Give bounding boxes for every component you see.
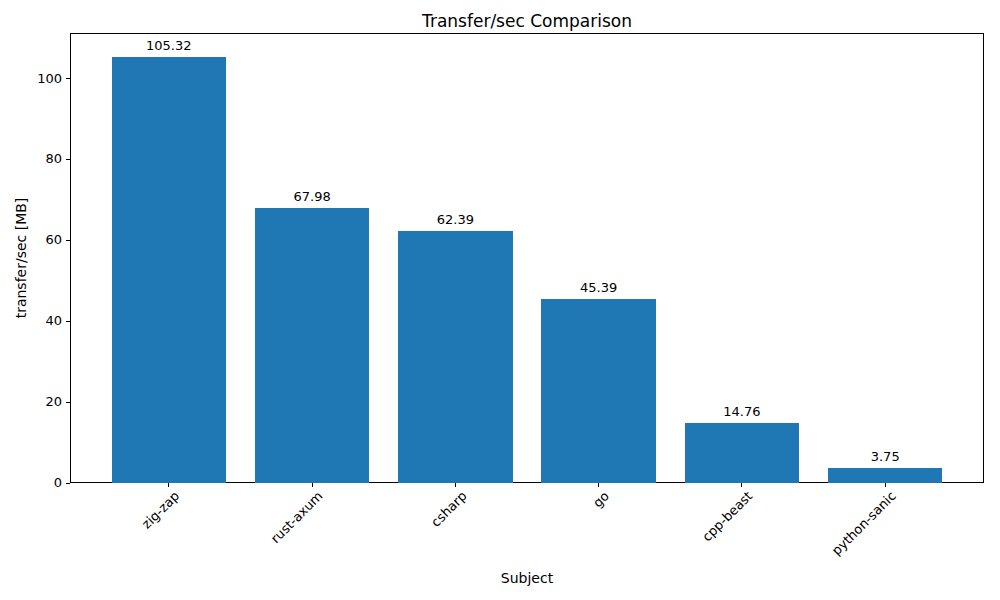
bar bbox=[541, 299, 656, 483]
bar-value-label: 45.39 bbox=[539, 280, 659, 296]
bar bbox=[398, 231, 513, 483]
y-tick-mark bbox=[66, 159, 70, 160]
y-tick-label: 40 bbox=[24, 313, 62, 329]
y-tick-label: 20 bbox=[24, 394, 62, 410]
bar-value-label: 67.98 bbox=[252, 189, 372, 205]
x-tick-mark bbox=[168, 483, 169, 487]
y-tick-mark bbox=[66, 78, 70, 79]
y-tick-mark bbox=[66, 240, 70, 241]
x-tick-mark bbox=[598, 483, 599, 487]
x-tick-mark bbox=[312, 483, 313, 487]
x-axis-label: Subject bbox=[70, 570, 984, 586]
x-tick-label: go bbox=[591, 489, 612, 510]
bar bbox=[828, 468, 943, 483]
y-tick-label: 100 bbox=[24, 71, 62, 87]
bar-value-label: 14.76 bbox=[682, 404, 802, 420]
y-tick-mark bbox=[66, 483, 70, 484]
y-axis-label: transfer/sec [MB] bbox=[13, 198, 29, 319]
bar bbox=[112, 57, 227, 483]
bar bbox=[255, 208, 370, 483]
y-tick-label: 80 bbox=[24, 151, 62, 167]
bar-value-label: 105.32 bbox=[109, 38, 229, 54]
y-tick-mark bbox=[66, 321, 70, 322]
x-tick-label: zig-zap bbox=[140, 489, 183, 532]
x-tick-label: python-sanic bbox=[830, 489, 899, 558]
x-tick-mark bbox=[885, 483, 886, 487]
y-tick-label: 60 bbox=[24, 232, 62, 248]
bar-chart-figure: Transfer/sec Comparison transfer/sec [MB… bbox=[0, 0, 1000, 600]
bar-value-label: 62.39 bbox=[395, 212, 515, 228]
x-tick-mark bbox=[455, 483, 456, 487]
x-tick-label: csharp bbox=[428, 489, 469, 530]
bar bbox=[685, 423, 800, 483]
chart-title: Transfer/sec Comparison bbox=[70, 11, 984, 31]
x-tick-label: cpp-beast bbox=[700, 489, 755, 544]
y-tick-mark bbox=[66, 402, 70, 403]
x-tick-label: rust-axum bbox=[269, 489, 326, 546]
x-tick-mark bbox=[741, 483, 742, 487]
bar-value-label: 3.75 bbox=[825, 449, 945, 465]
y-tick-label: 0 bbox=[24, 475, 62, 491]
